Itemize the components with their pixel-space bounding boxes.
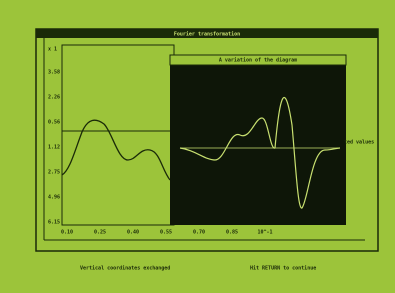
window-title: Fourier transformation (174, 32, 240, 38)
x-tick-label: 0.25 (94, 230, 106, 236)
screen: Fourier transformation x 1 3.58 2.26 0.56 1.… (0, 0, 395, 293)
y-tick-label: 6.15 (48, 220, 60, 226)
y-tick-label: 2.26 (48, 95, 60, 101)
status-prompt: Hit RETURN to continue (250, 266, 316, 272)
x-tick-label: 0.40 (127, 230, 139, 236)
x-tick-label: 0.55 (160, 230, 172, 236)
inset-title: A variation of the diagram (219, 58, 297, 64)
x-tick-label: 10^-1 (257, 230, 272, 236)
y-tick-label: 0.56 (48, 120, 60, 126)
x-tick-label: 0.85 (226, 230, 238, 236)
page: {"window": {"title": "Fourier transforma… (0, 0, 395, 293)
y-tick-label: 2.75 (48, 170, 60, 176)
inset-panel (170, 55, 346, 225)
y-tick-label: 1.12 (48, 145, 60, 151)
y-tick-label: 4.96 (48, 195, 60, 201)
x-tick-label: 0.10 (61, 230, 73, 236)
x-tick-label: 0.70 (193, 230, 205, 236)
y-exponent: x 1 (48, 47, 57, 53)
y-tick-label: 3.58 (48, 70, 60, 76)
status-message: Vertical coordinates exchanged (80, 266, 170, 272)
side-label: ted values (344, 140, 374, 146)
